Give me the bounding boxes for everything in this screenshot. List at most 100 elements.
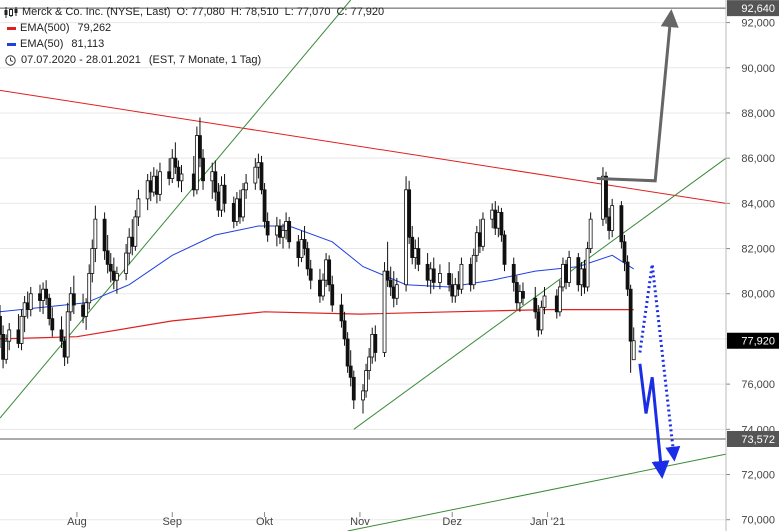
candle-body [496, 211, 501, 229]
candle [278, 219, 282, 245]
ema50-legend: EMA(50) 81,113 [4, 36, 384, 52]
candle [561, 257, 565, 292]
candle-body [47, 297, 52, 319]
candle-body [499, 211, 504, 236]
candle-body [542, 295, 547, 308]
candle [425, 253, 430, 287]
candle [438, 264, 442, 290]
candle-body [25, 302, 30, 310]
candle-body [517, 291, 522, 304]
candle [158, 162, 162, 202]
candle-body [216, 191, 221, 211]
candle [90, 239, 95, 283]
candle [62, 336, 67, 367]
candle-body [631, 340, 636, 361]
period-detail: (EST, 7 Monate, 1 Tag) [148, 54, 262, 66]
candle [542, 286, 547, 315]
ema50-value: 81,113 [71, 38, 105, 50]
x-tick-label: Dez [442, 516, 462, 528]
candle [238, 189, 242, 224]
y-tick-label: 80,000 [741, 289, 775, 301]
candle-body [133, 216, 138, 247]
candle-body [410, 236, 415, 258]
candle [274, 216, 279, 247]
candle [330, 275, 335, 312]
candle [348, 350, 353, 387]
candle-body [259, 162, 264, 191]
candle-body [114, 273, 119, 281]
price-marker: 77,920 [727, 332, 779, 349]
ema50-label: EMA(50) [20, 38, 64, 50]
candle-body [1, 334, 5, 360]
candle [324, 253, 328, 287]
candle-body [87, 273, 92, 304]
candle [231, 196, 236, 229]
candle [493, 201, 498, 235]
candle-body [198, 135, 202, 159]
blue-dotted-arrow [638, 264, 681, 462]
candle [361, 384, 365, 414]
candle-body [342, 320, 347, 340]
candle [284, 212, 288, 240]
candle [407, 180, 412, 245]
candle-body [105, 250, 110, 265]
price-marker-label: 92,640 [741, 3, 775, 15]
candle-body [50, 318, 55, 331]
candle-body [370, 334, 375, 358]
candle-body [102, 218, 107, 252]
candle [370, 327, 375, 364]
price-marker-box [727, 332, 779, 349]
candle-body [539, 306, 544, 331]
candle [47, 293, 52, 326]
candle [490, 203, 495, 229]
candle-body [474, 232, 479, 256]
candle [339, 293, 344, 328]
x-tick-label: Okt [256, 516, 273, 528]
candle [447, 262, 452, 292]
candle [514, 275, 519, 310]
candle-body [468, 263, 473, 286]
candle [321, 273, 325, 301]
candle-body [65, 311, 70, 358]
candle-body [4, 340, 9, 360]
y-tick-label: 90,000 [741, 63, 775, 75]
high-value: H: 78,510 [230, 6, 279, 18]
candle [179, 164, 184, 193]
candle [0, 305, 2, 348]
candle [579, 262, 584, 297]
candle-body [256, 162, 261, 168]
candle [256, 153, 261, 179]
candle [253, 158, 258, 190]
candle-body [130, 236, 135, 247]
candle-body [262, 189, 267, 222]
candle-body [493, 209, 498, 229]
candle-body [490, 209, 495, 220]
candle [124, 244, 129, 281]
candle-body [453, 284, 458, 297]
gray-solid-arrow [596, 9, 679, 183]
candle-body [382, 270, 387, 353]
candle [521, 282, 525, 306]
low-value: L: 77,070 [284, 6, 331, 18]
candle [265, 212, 270, 242]
candle [108, 253, 113, 283]
candle-body [477, 232, 482, 247]
candle [388, 266, 393, 297]
candle-body [111, 270, 116, 281]
candle-body [179, 173, 184, 182]
candle-body [622, 241, 627, 263]
y-tick-label: 82,000 [741, 244, 775, 256]
candle-body [170, 157, 175, 179]
candle-body [145, 180, 150, 200]
candle-body [19, 315, 24, 344]
candle [50, 307, 55, 337]
price-marker-box [727, 430, 779, 447]
candle-body [176, 166, 181, 182]
candle-body [339, 304, 344, 322]
candle-body [167, 171, 172, 179]
candle-body [567, 257, 572, 283]
chart-legend: Merck & Co. Inc. (NYSE, Last) O: 77,080 … [4, 4, 384, 68]
candle [382, 262, 387, 358]
candle-body [588, 218, 593, 249]
candle [167, 158, 172, 186]
